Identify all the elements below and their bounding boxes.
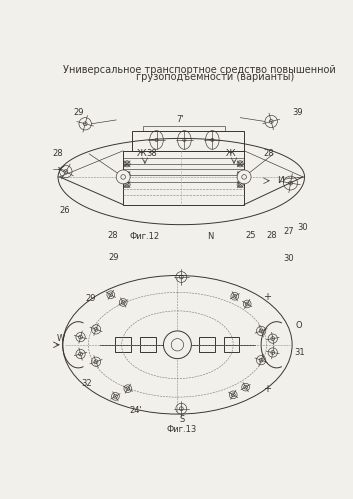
Text: 29: 29 bbox=[85, 294, 96, 303]
Text: Фиг.12: Фиг.12 bbox=[130, 233, 160, 242]
Text: 27: 27 bbox=[283, 227, 294, 236]
Text: +: + bbox=[263, 384, 270, 394]
Text: Ж: Ж bbox=[226, 149, 236, 158]
Text: 28: 28 bbox=[53, 149, 64, 158]
Text: И: И bbox=[277, 176, 284, 185]
Bar bbox=[140, 337, 156, 352]
Bar bbox=[132, 132, 244, 151]
Text: 39: 39 bbox=[292, 108, 303, 117]
Text: 7': 7' bbox=[177, 115, 184, 124]
Text: 24': 24' bbox=[129, 406, 142, 415]
Text: Ж: Ж bbox=[137, 149, 146, 158]
Circle shape bbox=[116, 170, 130, 184]
Bar bbox=[143, 126, 225, 132]
Text: 28: 28 bbox=[267, 231, 277, 240]
Circle shape bbox=[237, 170, 251, 184]
Text: +: + bbox=[263, 292, 270, 302]
Text: 29: 29 bbox=[73, 108, 83, 117]
Bar bbox=[224, 337, 239, 352]
Circle shape bbox=[242, 175, 246, 179]
Text: 32: 32 bbox=[82, 379, 92, 388]
Text: 25: 25 bbox=[246, 231, 256, 240]
Text: 30: 30 bbox=[284, 254, 294, 263]
Circle shape bbox=[171, 339, 184, 351]
Text: Универсальное транспортное средство повышенной: Универсальное транспортное средство повы… bbox=[63, 65, 335, 75]
Text: O: O bbox=[295, 321, 301, 330]
Text: 28: 28 bbox=[107, 231, 118, 240]
Text: S: S bbox=[179, 415, 185, 424]
Bar bbox=[199, 337, 215, 352]
Bar bbox=[115, 337, 131, 352]
Circle shape bbox=[163, 331, 191, 359]
Text: W: W bbox=[57, 334, 65, 343]
Circle shape bbox=[121, 175, 126, 179]
Text: N: N bbox=[208, 233, 214, 242]
Text: грузоподъемности (варианты): грузоподъемности (варианты) bbox=[136, 72, 294, 82]
Text: 29: 29 bbox=[109, 253, 119, 262]
Text: 28: 28 bbox=[264, 149, 274, 158]
Text: 26: 26 bbox=[59, 206, 70, 215]
Bar bbox=[123, 151, 244, 205]
Text: 31: 31 bbox=[294, 348, 305, 357]
Text: 38: 38 bbox=[146, 149, 157, 158]
Text: Фиг.13: Фиг.13 bbox=[167, 425, 197, 434]
Text: 30: 30 bbox=[297, 223, 307, 232]
